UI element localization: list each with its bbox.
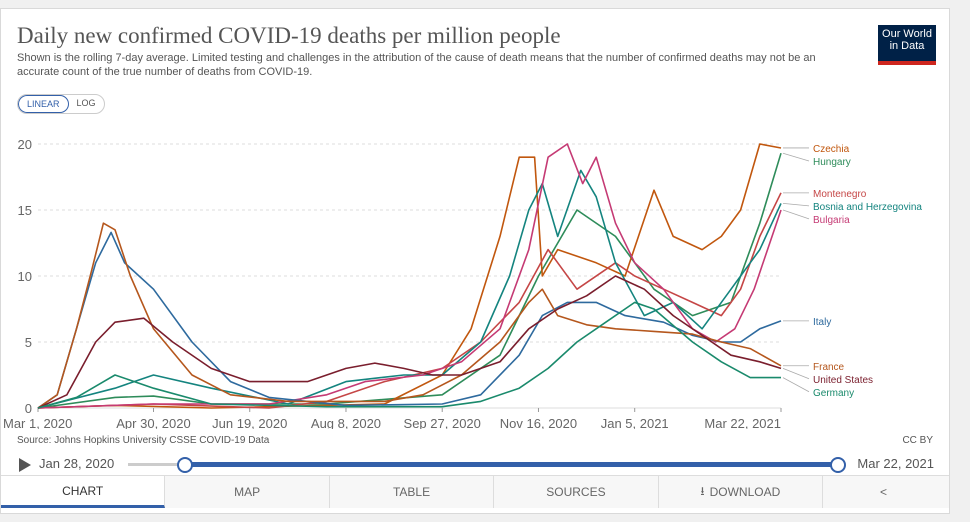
tab-sources[interactable]: SOURCES	[494, 476, 659, 508]
scale-toggle[interactable]: LINEAR LOG	[17, 94, 105, 114]
x-tick-label: Mar 22, 2021	[704, 416, 781, 429]
tab-sources-label: SOURCES	[546, 485, 606, 499]
owid-logo[interactable]: Our World in Data	[878, 25, 936, 65]
play-icon[interactable]	[19, 458, 31, 472]
chart-card: Daily new confirmed COVID-19 deaths per …	[0, 8, 950, 514]
timeline-start-label: Jan 28, 2020	[39, 456, 115, 471]
series-label-leader	[782, 377, 810, 393]
linear-scale-button[interactable]: LINEAR	[18, 95, 69, 113]
series-label-leader	[782, 209, 810, 220]
tab-chart-label: CHART	[62, 483, 104, 498]
tab-bar: CHART MAP TABLE SOURCES ⭳ DOWNLOAD <	[1, 475, 950, 508]
log-scale-button[interactable]: LOG	[76, 98, 96, 108]
download-icon: ⭳	[700, 483, 705, 498]
x-tick-label: Sep 27, 2020	[404, 416, 481, 429]
x-tick-label: Mar 1, 2020	[3, 416, 72, 429]
tab-chart[interactable]: CHART	[1, 476, 166, 508]
tab-map[interactable]: MAP	[165, 476, 330, 508]
series-label: Bulgaria	[813, 215, 850, 226]
series-label-leader	[782, 368, 810, 380]
series-label: France	[813, 362, 845, 373]
logo-line-1: Our World	[882, 28, 932, 40]
x-tick-label: Apr 30, 2020	[116, 416, 190, 429]
tab-map-label: MAP	[234, 485, 261, 499]
series-label-leader	[782, 152, 810, 162]
x-tick-label: Jun 19, 2020	[212, 416, 287, 429]
series-label: Czechia	[813, 144, 850, 155]
y-tick-label: 10	[18, 269, 32, 284]
y-tick-label: 15	[18, 203, 32, 218]
series-label: United States	[813, 375, 873, 386]
logo-line-2: in Data	[889, 40, 925, 52]
series-line	[37, 231, 782, 409]
series-label: Montenegro	[813, 189, 867, 200]
timeline-end-label: Mar 22, 2021	[857, 456, 934, 471]
series-line	[37, 275, 782, 409]
timeline-start-handle[interactable]	[176, 457, 193, 473]
tab-download[interactable]: ⭳ DOWNLOAD	[658, 476, 824, 508]
series-label: Bosnia and Herzegovina	[813, 202, 922, 213]
share-icon: <	[880, 485, 888, 499]
tab-share[interactable]: <	[823, 476, 950, 508]
timeline[interactable]: Jan 28, 2020 Mar 22, 2021	[15, 453, 940, 477]
x-tick-label: Nov 16, 2020	[500, 416, 577, 429]
tab-table[interactable]: TABLE	[329, 476, 495, 508]
series-label: Hungary	[813, 157, 851, 168]
tab-download-label: DOWNLOAD	[709, 485, 781, 499]
x-tick-label: Jan 5, 2021	[601, 416, 669, 429]
series-line	[37, 222, 782, 409]
tab-table-label: TABLE	[392, 485, 431, 499]
line-chart[interactable]: 0 5 10 15 20 Mar 1, 2020 Apr 30, 2020 Jun 19, 2…	[1, 127, 949, 429]
series-label: Italy	[813, 317, 831, 328]
series-line	[37, 301, 781, 409]
chart-subtitle: Shown is the rolling 7-day average. Limi…	[17, 52, 816, 78]
series-label: Germany	[813, 388, 854, 399]
x-tick-label: Aug 8, 2020	[311, 416, 381, 429]
timeline-selected-range	[184, 462, 838, 467]
series-label-leader	[782, 203, 810, 207]
y-tick-label: 0	[25, 401, 32, 416]
series-line	[37, 169, 782, 409]
y-tick-label: 5	[25, 335, 32, 350]
source-note[interactable]: Source: Johns Hopkins University CSSE CO…	[17, 435, 270, 446]
license-label[interactable]: CC BY	[902, 435, 933, 446]
page-title: Daily new confirmed COVID-19 deaths per …	[17, 23, 561, 48]
y-tick-label: 20	[18, 137, 32, 152]
timeline-end-handle[interactable]	[830, 457, 846, 473]
